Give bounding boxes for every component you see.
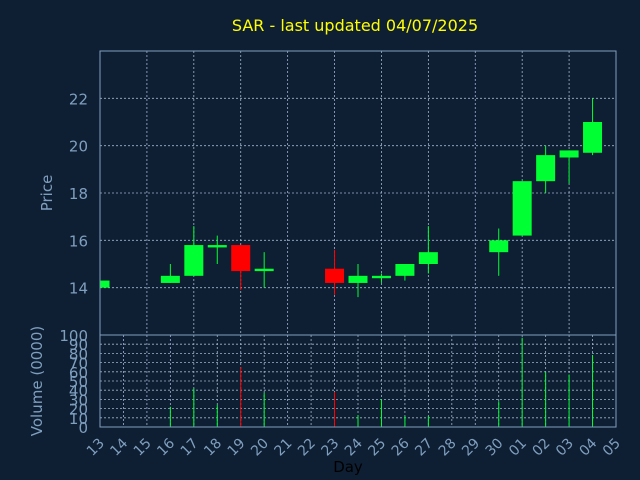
- price-axis-label: Price: [38, 175, 56, 212]
- candle-body: [254, 268, 274, 272]
- price-tick-label: 16: [69, 232, 88, 250]
- price-tick-label: 22: [69, 90, 88, 108]
- candle-body: [583, 122, 603, 153]
- candle-body: [489, 240, 509, 253]
- x-axis-label: Day: [333, 458, 363, 476]
- volume-axis-label: Volume (0000): [28, 326, 46, 436]
- candle-body: [536, 155, 556, 182]
- candle-body: [512, 181, 532, 236]
- volume-tick-label: 100: [59, 327, 88, 345]
- volume-plot-frame: [99, 334, 617, 428]
- candle-body: [160, 275, 180, 283]
- volume-tick-label: 40: [69, 382, 88, 400]
- candle-body: [207, 245, 227, 248]
- x-tick-labels: 13 14 15 16 17 18 19 20 21 22 23 24 25 26 27 28 29 30 01 02…: [84, 435, 624, 459]
- candle-body: [371, 275, 391, 279]
- candle-body: [325, 268, 345, 283]
- volume-tick-label: 50: [69, 373, 88, 391]
- price-tick-label: 20: [69, 138, 88, 156]
- volume-tick-label: 80: [69, 345, 88, 363]
- candles: [99, 98, 603, 298]
- volume-tick-label: 70: [69, 355, 88, 373]
- candle-body: [559, 150, 579, 158]
- volume-tick-label: 30: [69, 391, 88, 409]
- price-tick-label: 18: [69, 185, 88, 203]
- candle-body: [184, 245, 204, 276]
- candle-body: [348, 275, 368, 283]
- candle-body: [418, 252, 438, 264]
- volume-tick-label: 10: [69, 410, 88, 428]
- chart-title: SAR - last updated 04/07/2025: [232, 16, 478, 35]
- volume-tick-label: 90: [69, 336, 88, 354]
- volume-bars: [169, 337, 594, 427]
- volume-grid: [100, 335, 616, 427]
- volume-tick-label: 60: [69, 364, 88, 382]
- volume-tick-label: 20: [69, 401, 88, 419]
- volume-tick-label: 0: [78, 419, 88, 437]
- price-tick-labels: 14 16 18 20 22: [69, 90, 88, 297]
- price-tick-label: 14: [69, 280, 88, 298]
- candle-body: [395, 264, 415, 276]
- candle-body: [231, 245, 251, 272]
- candle-body: [100, 280, 110, 288]
